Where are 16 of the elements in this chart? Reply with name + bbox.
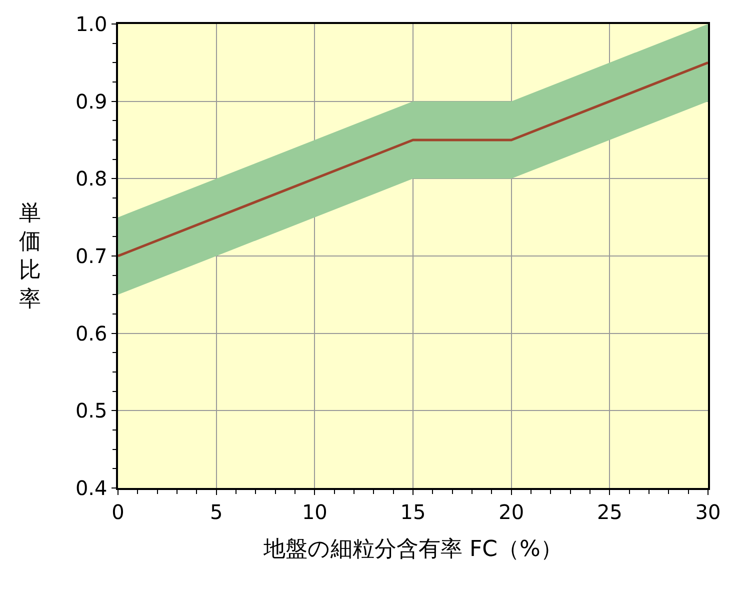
x-tick-label: 0 xyxy=(112,500,124,524)
x-axis-title: 地盤の細粒分含有率 FC（%） xyxy=(262,537,562,562)
y-tick-label: 1.0 xyxy=(75,12,108,36)
y-tick-label: 0.8 xyxy=(75,166,108,191)
x-tick-label: 15 xyxy=(400,500,426,524)
y-tick-label: 0.6 xyxy=(75,321,108,346)
x-tick-label: 5 xyxy=(210,500,223,524)
y-tick-label: 0.4 xyxy=(75,476,108,500)
x-tick-label: 10 xyxy=(302,500,328,524)
x-tick-label: 20 xyxy=(498,500,524,524)
x-tick-label: 30 xyxy=(695,500,721,524)
y-tick-label: 0.5 xyxy=(75,398,108,423)
y-tick-label: 0.9 xyxy=(75,89,108,114)
y-axis-title: 単価比率 xyxy=(19,201,41,312)
y-tick-label: 0.7 xyxy=(75,244,108,268)
x-tick-label: 25 xyxy=(596,500,622,524)
